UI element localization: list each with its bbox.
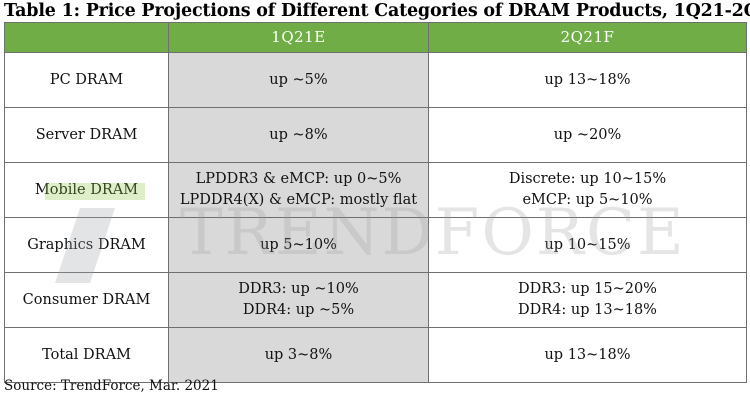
table-row: Total DRAM up 3~8% up 13~18% (4, 327, 747, 383)
projection-2q21f-cell: up ~20% (428, 107, 747, 163)
category-cell: Consumer DRAM (4, 272, 169, 328)
projection-line: DDR3: up ~10% (238, 281, 359, 297)
table-row: Mobile DRAM LPDDR3 & eMCP: up 0~5% LPDDR4(… (4, 162, 747, 218)
projection-2q21f-cell: up 10~15% (428, 217, 747, 273)
projection-1q21e-cell: up ~8% (168, 107, 429, 163)
table-row: Graphics DRAM up 5~10% up 10~15% (4, 217, 747, 273)
projection-1q21e-cell: LPDDR3 & eMCP: up 0~5% LPDDR4(X) & eMCP: … (168, 162, 429, 218)
projection-line: up ~5% (269, 71, 328, 88)
header-1q21e: 1Q21E (168, 22, 429, 53)
source-note: Source: TrendForce, Mar. 2021 (4, 378, 219, 394)
projection-line: up ~20% (553, 126, 622, 143)
projection-line: up 3~8% (264, 346, 333, 363)
projection-2q21f-cell: up 13~18% (428, 52, 747, 108)
category-cell: Mobile DRAM (4, 162, 169, 218)
projection-line: DDR3: up 15~20% (518, 281, 657, 297)
header-2q21f: 2Q21F (428, 22, 747, 53)
header-corner-cell (4, 22, 169, 53)
projection-line: up 5~10% (260, 236, 337, 253)
table-row: Server DRAM up ~8% up ~20% (4, 107, 747, 163)
projection-line: LPDDR3 & eMCP: up 0~5% (195, 171, 402, 187)
projection-line: eMCP: up 5~10% (522, 192, 653, 208)
category-cell: Server DRAM (4, 107, 169, 163)
category-cell: PC DRAM (4, 52, 169, 108)
category-cell: Total DRAM (4, 327, 169, 383)
projection-line: LPDDR4(X) & eMCP: mostly flat (179, 192, 418, 208)
projection-line: DDR4: up 13~18% (518, 302, 657, 318)
price-projection-table: 1Q21E 2Q21F PC DRAM up ~5% up 13~18% Server… (4, 22, 747, 383)
projection-line: up 13~18% (544, 71, 631, 88)
projection-line: up ~8% (269, 126, 328, 143)
projection-2q21f-cell: up 13~18% (428, 327, 747, 383)
projection-2q21f-cell: Discrete: up 10~15% eMCP: up 5~10% (428, 162, 747, 218)
projection-line: Discrete: up 10~15% (508, 171, 667, 187)
table-header-row: 1Q21E 2Q21F (4, 22, 747, 53)
table-row: PC DRAM up ~5% up 13~18% (4, 52, 747, 108)
category-cell: Graphics DRAM (4, 217, 169, 273)
projection-1q21e-cell: DDR3: up ~10% DDR4: up ~5% (168, 272, 429, 328)
projection-line: DDR4: up ~5% (242, 302, 355, 318)
projection-1q21e-cell: up 3~8% (168, 327, 429, 383)
projection-1q21e-cell: up ~5% (168, 52, 429, 108)
projection-line: up 13~18% (544, 346, 631, 363)
table-title: Table 1: Price Projections of Different … (4, 1, 750, 21)
projection-2q21f-cell: DDR3: up 15~20% DDR4: up 13~18% (428, 272, 747, 328)
table-row: Consumer DRAM DDR3: up ~10% DDR4: up ~5% DD… (4, 272, 747, 328)
projection-1q21e-cell: up 5~10% (168, 217, 429, 273)
projection-line: up 10~15% (544, 236, 631, 253)
